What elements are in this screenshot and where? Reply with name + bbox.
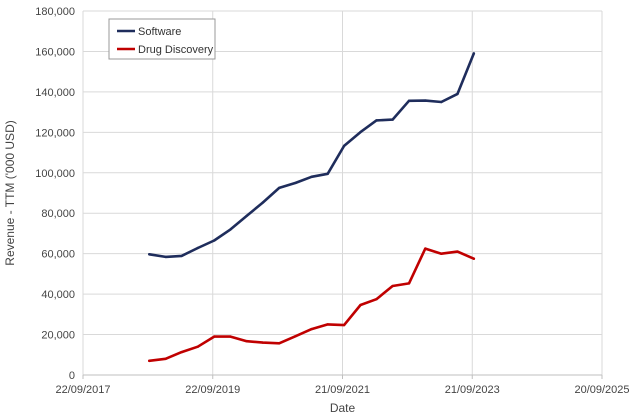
x-tick-label: 22/09/2019 <box>185 384 240 396</box>
data-point <box>424 99 427 102</box>
data-point <box>164 357 167 361</box>
data-point <box>440 100 443 104</box>
data-point <box>456 92 459 96</box>
y-tick-label: 140,000 <box>35 87 75 99</box>
data-point <box>391 118 394 121</box>
data-point <box>472 52 476 55</box>
legend-label: Drug Discovery <box>138 44 214 56</box>
data-point <box>407 282 411 285</box>
data-point <box>164 255 167 259</box>
data-point <box>391 284 394 288</box>
data-point <box>375 119 378 122</box>
data-point <box>245 214 248 218</box>
x-tick-label: 22/09/2017 <box>55 384 110 396</box>
x-tick-label: 21/09/2023 <box>445 384 500 396</box>
y-tick-label: 60,000 <box>41 249 75 261</box>
x-tick-label: 21/09/2021 <box>315 384 370 396</box>
data-point <box>359 303 362 307</box>
data-point <box>326 323 329 326</box>
data-point <box>180 254 183 258</box>
y-tick-label: 0 <box>69 370 75 382</box>
x-axis-title: Date <box>330 401 356 415</box>
data-point <box>440 252 443 255</box>
data-point <box>212 239 216 242</box>
y-tick-label: 160,000 <box>35 46 75 58</box>
data-point <box>375 297 378 301</box>
data-point <box>456 250 459 253</box>
data-point <box>342 144 346 148</box>
data-point <box>424 247 427 250</box>
series-lines <box>148 52 476 363</box>
data-point <box>294 181 297 185</box>
data-point <box>245 340 248 343</box>
data-point <box>229 335 232 338</box>
data-point <box>294 334 297 338</box>
data-point <box>310 327 313 331</box>
data-point <box>278 342 281 345</box>
data-point <box>310 175 313 179</box>
gridlines <box>82 10 603 376</box>
y-tick-label: 120,000 <box>35 127 75 139</box>
data-point <box>229 228 232 231</box>
data-point <box>196 246 200 250</box>
data-point <box>261 341 265 344</box>
y-tick-label: 80,000 <box>41 208 75 220</box>
data-point <box>278 186 281 190</box>
axes: 0 20,000 40,000 60,000 80,000 100,000 120,000 1… <box>35 6 629 396</box>
x-tick-label: 20/09/2025 <box>574 384 629 396</box>
data-point <box>342 323 346 327</box>
data-point <box>148 359 151 363</box>
series-line-1 <box>148 247 476 363</box>
y-tick-label: 20,000 <box>41 330 75 342</box>
data-point <box>180 350 183 354</box>
y-axis-title: Revenue - TTM ('000 USD) <box>3 120 17 265</box>
legend-box <box>108 18 216 60</box>
data-point <box>359 130 362 134</box>
data-point <box>148 253 151 256</box>
data-point <box>326 172 329 175</box>
series-line-0 <box>148 52 476 259</box>
y-tick-label: 40,000 <box>41 289 75 301</box>
legend-label: Software <box>138 26 181 38</box>
y-tick-label: 180,000 <box>35 6 75 18</box>
data-point <box>261 201 265 204</box>
data-point <box>472 257 476 260</box>
data-point <box>196 345 200 348</box>
data-point <box>212 335 216 338</box>
data-point <box>407 99 411 102</box>
legend: Software Drug Discovery <box>108 18 216 60</box>
y-tick-label: 100,000 <box>35 168 75 180</box>
